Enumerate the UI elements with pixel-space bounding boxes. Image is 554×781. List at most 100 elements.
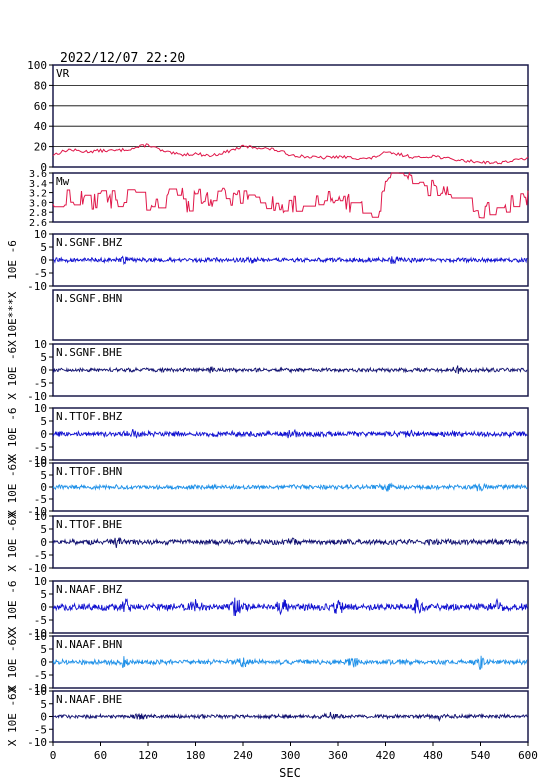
- y-tick-label: 5: [40, 469, 47, 482]
- y-tick-label: 0: [40, 161, 47, 174]
- y-axis-label: X 10E -6: [6, 408, 19, 461]
- x-tick-label: 120: [138, 749, 158, 762]
- y-tick-label: -10: [27, 390, 47, 403]
- y-tick-label: 10: [34, 575, 47, 588]
- y-tick-label: -5: [34, 614, 47, 627]
- y-tick-label: -10: [27, 454, 47, 467]
- y-tick-label: 0: [40, 364, 47, 377]
- panel-label: N.SGNF.BHE: [56, 346, 122, 359]
- x-tick-label: 480: [423, 749, 443, 762]
- y-tick-label: -5: [34, 267, 47, 280]
- waveform-trace-ttof-bhz: [52, 428, 528, 439]
- panel-label: N.NAAF.BHN: [56, 638, 122, 651]
- y-tick-label: -10: [27, 505, 47, 518]
- y-tick-label: -5: [34, 669, 47, 682]
- y-tick-label: 10: [34, 510, 47, 523]
- y-tick-label: 60: [34, 100, 47, 113]
- panel-label: N.NAAF.BHZ: [56, 583, 123, 596]
- y-tick-label: 5: [40, 523, 47, 536]
- waveform-trace-ttof-bhn: [52, 482, 528, 493]
- y-tick-label: 2.6: [29, 218, 47, 229]
- y-axis-label: X 10E -6X: [6, 340, 19, 400]
- y-axis-label: X 10E -6X: [6, 632, 19, 692]
- x-tick-label: 360: [328, 749, 348, 762]
- y-tick-label: 3.6: [29, 169, 47, 180]
- y-tick-label: 80: [34, 79, 47, 92]
- y-tick-label: 0: [40, 536, 47, 549]
- y-tick-label: 40: [34, 120, 47, 133]
- x-axis-label: SEC: [279, 766, 301, 780]
- y-axis-label: X 10E -6X: [6, 512, 19, 572]
- panel-label: N.SGNF.BHN: [56, 292, 122, 305]
- chart-title: 2022/12/07 22:20: [60, 51, 185, 66]
- x-tick-label: 420: [376, 749, 396, 762]
- y-tick-label: 5: [40, 643, 47, 656]
- waveform-trace-sgnf-bhz: [52, 255, 528, 266]
- y-axis-label: X 10E -6X: [6, 457, 19, 517]
- y-tick-label: 5: [40, 588, 47, 601]
- waveform-trace-naaf-bhe: [52, 711, 528, 723]
- x-tick-label: 540: [471, 749, 491, 762]
- y-tick-label: 0: [40, 601, 47, 614]
- y-tick-label: 20: [34, 141, 47, 154]
- y-tick-label: 5: [40, 241, 47, 254]
- waveform-trace-naaf-bhz: [52, 597, 528, 617]
- y-tick-label: -10: [27, 280, 47, 293]
- panel-sgnf-bhn: 10E***X N.SGNF.BHN: [6, 289, 529, 341]
- panel-frame: [52, 172, 529, 223]
- y-axis-label: X 10E -6: [6, 581, 19, 634]
- panel-label: N.TTOF.BHE: [56, 518, 122, 531]
- series-line-vr: [52, 143, 529, 165]
- panel-label: N.TTOF.BHN: [56, 465, 122, 478]
- y-tick-label: 0: [40, 711, 47, 724]
- panels-group: 020406080100VR2.62.83.03.23.43.6Mw-10-50…: [6, 59, 529, 749]
- y-tick-label: 0: [40, 254, 47, 267]
- y-tick-label: 3.2: [29, 189, 47, 200]
- y-tick-label: -5: [34, 723, 47, 736]
- y-tick-label: 5: [40, 698, 47, 711]
- y-tick-label: 10: [34, 338, 47, 351]
- x-tick-label: 60: [94, 749, 107, 762]
- panel-frame: [52, 64, 529, 168]
- x-tick-label: 600: [518, 749, 538, 762]
- y-tick-label: 3.0: [29, 198, 47, 209]
- x-tick-label: 240: [233, 749, 253, 762]
- waveform-trace-sgnf-bhe: [52, 365, 528, 374]
- panel-vr: 0 20 40 60 80 100 VR: [27, 59, 529, 174]
- panel-label: VR: [56, 67, 70, 80]
- x-tick-label: 180: [186, 749, 206, 762]
- y-tick-label: 0: [40, 656, 47, 669]
- y-tick-label: 10: [34, 630, 47, 643]
- y-axis-label: 10E -6: [6, 240, 19, 280]
- y-tick-label: 0: [40, 428, 47, 441]
- panel-label: N.SGNF.BHZ: [56, 236, 123, 249]
- y-tick-label: 10: [34, 685, 47, 698]
- waveform-trace-ttof-bhe: [52, 537, 528, 548]
- x-axis: 0 60 120 180 240 300 360 420 480 540 600: [50, 742, 538, 762]
- y-axis-label: X 10E -6X: [6, 686, 19, 746]
- series-line-mw: [52, 171, 529, 219]
- y-tick-label: 2.8: [29, 208, 47, 219]
- waveform-trace-naaf-bhn: [52, 655, 528, 671]
- y-tick-label: -10: [27, 627, 47, 640]
- y-tick-label: 10: [34, 228, 47, 241]
- y-tick-label: -10: [27, 562, 47, 575]
- y-tick-label: 10: [34, 457, 47, 470]
- y-tick-label: -10: [27, 682, 47, 695]
- panel-label: N.NAAF.BHE: [56, 693, 122, 706]
- y-tick-label: 5: [40, 415, 47, 428]
- y-axis-label: 10E***X: [6, 291, 19, 338]
- x-tick-label: 0: [50, 749, 57, 762]
- y-tick-label: 5: [40, 351, 47, 364]
- y-tick-label: 10: [34, 402, 47, 415]
- y-tick-label: -10: [27, 736, 47, 749]
